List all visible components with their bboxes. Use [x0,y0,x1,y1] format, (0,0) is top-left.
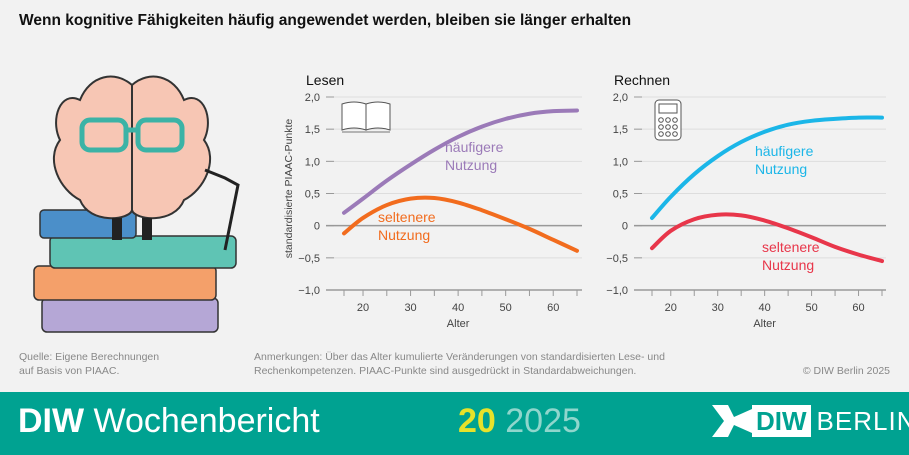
series-label: seltenere [378,209,436,225]
copyright: © DIW Berlin 2025 [802,365,890,377]
notes-line: Anmerkungen: Über das Alter kumulierte V… [254,351,665,363]
charts: Lesen 2,0 1,5 1,0 0,5 0 −0,5 −1,0 20 30 40 50 60 Alte… [283,72,886,330]
y-tick-label: 1,0 [613,156,628,168]
chart-lesen: Lesen 2,0 1,5 1,0 0,5 0 −0,5 −1,0 20 30 40 50 60 Alte… [283,72,582,330]
x-axis-label: Alter [447,318,470,330]
source-line: auf Basis von PIAAC. [19,365,120,377]
series-label: häufigere [445,139,504,155]
brain-on-books-illustration [33,75,240,333]
series-label: häufigere [755,143,814,159]
page-title: Wenn kognitive Fähigkeiten häufig angewe… [19,12,632,29]
chart-title: Rechnen [614,72,670,88]
x-tick-label: 40 [759,302,771,314]
x-tick-label: 20 [665,302,677,314]
source-line: Quelle: Eigene Berechnungen [19,351,160,363]
x-tick-label: 20 [357,302,369,314]
chart-title: Lesen [306,72,344,88]
y-tick-label: −1,0 [606,285,628,297]
publication-band: DIW Wochenbericht 20 2025 DIW BERLIN [0,392,909,455]
diw-logo-mark-icon [712,405,752,437]
y-tick-label: 0 [622,221,628,233]
x-tick-label: 60 [852,302,864,314]
y-tick-label: −0,5 [298,253,320,265]
x-tick-label: 60 [547,302,559,314]
notes-line: Rechenkompetenzen. PIAAC-Punkte sind aus… [254,365,637,377]
calculator-icon [654,99,682,141]
x-axis-label: Alter [753,318,776,330]
series-label: Nutzung [445,157,497,173]
y-tick-label: −0,5 [606,253,628,265]
y-tick-label: 1,5 [613,124,628,136]
issue: 20 2025 [458,402,581,440]
series-line [650,212,884,264]
x-tick-label: 40 [452,302,464,314]
series-line [342,195,579,253]
series-label: Nutzung [378,227,430,243]
y-tick-label: 0 [314,221,320,233]
chart-rechnen: Rechnen 2,0 1,5 1,0 0,5 0 −0,5 −1,0 20 30 40 50 60 Al… [606,72,886,330]
y-axis-label: standardisierte PIAAC-Punkte [283,119,295,259]
y-tick-label: 0,5 [305,189,320,201]
x-tick-label: 50 [500,302,512,314]
series-label: Nutzung [762,257,814,273]
series-line [342,108,579,215]
x-tick-label: 50 [805,302,817,314]
diw-berlin-logo: DIW BERLIN [712,405,909,437]
y-tick-label: 2,0 [613,92,628,104]
y-tick-label: −1,0 [298,285,320,297]
y-tick-label: 2,0 [305,92,320,104]
x-tick-label: 30 [712,302,724,314]
y-tick-label: 1,5 [305,124,320,136]
series-line [650,115,884,220]
y-tick-label: 0,5 [613,189,628,201]
y-tick-label: 1,0 [305,156,320,168]
series-label: Nutzung [755,161,807,177]
x-tick-label: 30 [404,302,416,314]
book-icon [341,101,391,133]
publication-name: DIW Wochenbericht [18,402,320,440]
series-label: seltenere [762,239,820,255]
